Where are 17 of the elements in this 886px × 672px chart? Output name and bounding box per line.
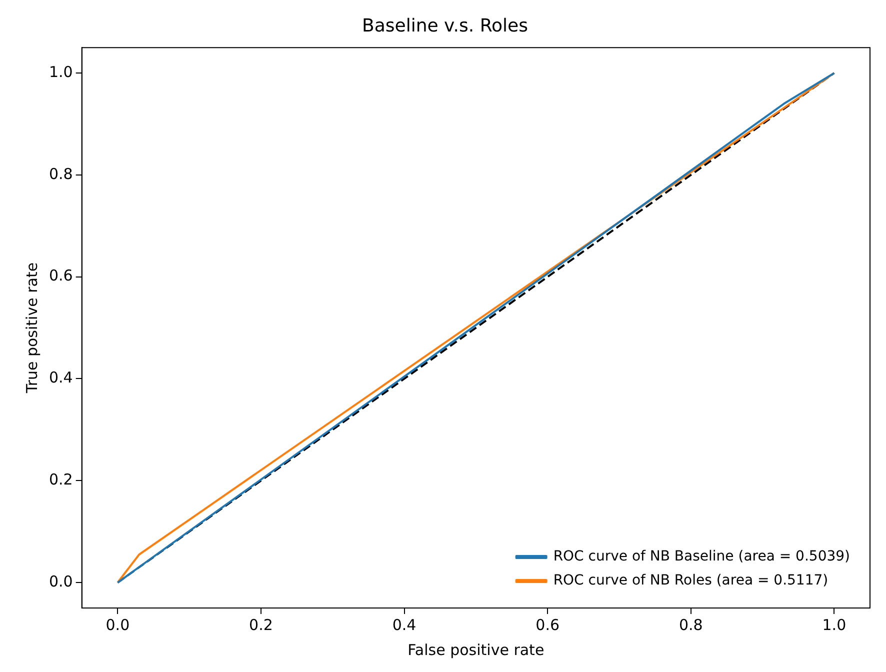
- y-tick-label: 0.8: [48, 164, 73, 183]
- y-tick-label: 1.0: [48, 62, 73, 81]
- legend-label: ROC curve of NB Baseline (area = 0.5039): [553, 548, 850, 565]
- x-axis-title: False positive rate: [408, 640, 544, 659]
- x-tick-label: 1.0: [822, 616, 846, 634]
- y-tick-label: 0.6: [48, 266, 73, 285]
- x-tick-label: 0.6: [536, 616, 560, 634]
- x-tick-label: 0.2: [249, 616, 273, 634]
- y-tick-label: 0.0: [48, 572, 73, 590]
- x-tick-label: 0.8: [678, 616, 703, 634]
- y-tick-label: 0.2: [48, 470, 73, 489]
- x-tick-label: 0.0: [106, 616, 130, 634]
- y-tick-label: 0.4: [48, 368, 73, 387]
- chart-title: Baseline v.s. Roles: [362, 15, 528, 36]
- legend-label: ROC curve of NB Roles (area = 0.5117): [553, 572, 828, 589]
- y-axis-title: True positive rate: [22, 262, 41, 394]
- x-tick-label: 0.4: [392, 616, 416, 634]
